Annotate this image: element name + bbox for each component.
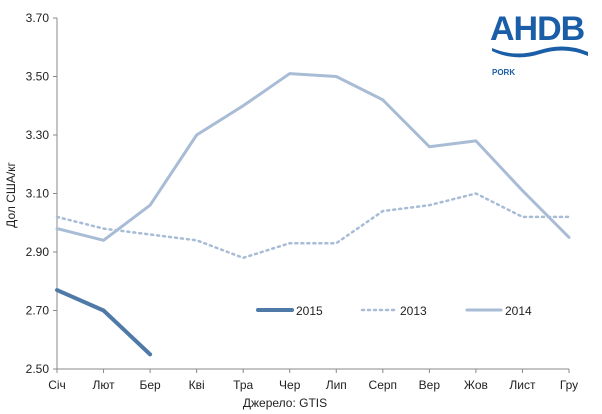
x-tick-label: Лист <box>509 378 536 392</box>
legend-label-2014: 2014 <box>505 304 532 318</box>
series-line-2013 <box>55 192 571 260</box>
ahdb-logo: AHDB PORK <box>490 12 590 77</box>
x-tick-label: Вер <box>419 378 441 392</box>
series-line-2014 <box>55 72 571 242</box>
x-tick-label: Кві <box>189 378 205 392</box>
y-axis-label: Дол США/кг <box>4 162 18 228</box>
x-tick-label: Гру <box>560 378 578 392</box>
x-tick-label: Лют <box>92 378 115 392</box>
y-tick-label: 3.70 <box>26 11 50 25</box>
y-tick-label: 2.70 <box>26 304 50 318</box>
y-tick-label: 3.30 <box>26 128 50 142</box>
x-tick-label: Жов <box>464 378 488 392</box>
logo-name: AHDB <box>490 10 585 48</box>
x-tick-label: Серп <box>369 378 398 392</box>
logo-sub: PORK <box>492 68 516 77</box>
y-tick-label: 3.10 <box>26 187 50 201</box>
y-tick-label: 2.50 <box>26 362 50 376</box>
series-line-2015 <box>55 288 153 357</box>
x-tick-label: Січ <box>48 378 66 392</box>
x-tick-label: Тра <box>233 378 253 392</box>
y-tick-label: 3.50 <box>26 70 50 84</box>
legend-label-2013: 2013 <box>400 304 427 318</box>
x-tick-label: Лип <box>326 378 347 392</box>
x-tick-label: Бер <box>139 378 161 392</box>
x-tick-label: Чер <box>279 378 301 392</box>
y-tick-label: 2.90 <box>26 245 50 259</box>
x-axis-label: Джерело: GTIS <box>243 396 327 410</box>
legend-label-2015: 2015 <box>296 304 323 318</box>
logo-wave-icon <box>492 46 588 58</box>
